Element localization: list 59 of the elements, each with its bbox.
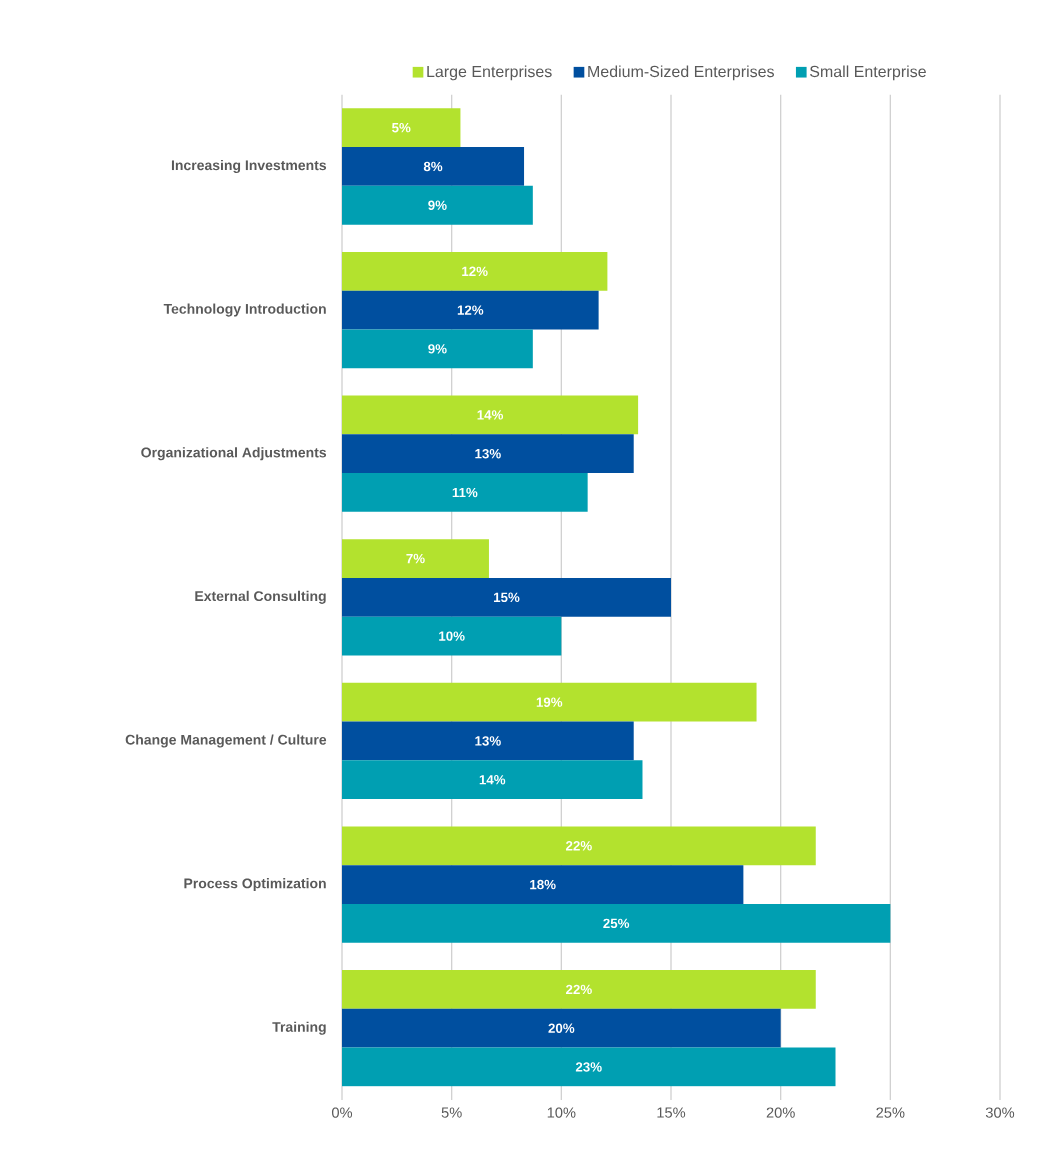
data-label: 20% (548, 1023, 575, 1033)
bar (342, 865, 744, 904)
bar (342, 434, 634, 474)
y-tick-label: Technology Introduction (163, 303, 326, 317)
bar (342, 1008, 781, 1048)
bar (342, 970, 816, 1009)
bar (342, 616, 562, 656)
bar (342, 108, 461, 148)
x-tick-label: 10% (547, 1107, 576, 1118)
y-tick-label: Process Optimization (184, 878, 326, 892)
data-label: 15% (494, 592, 520, 603)
bar (342, 251, 608, 291)
data-label: 5% (392, 122, 411, 133)
data-label: 12% (457, 305, 484, 315)
bar (342, 760, 643, 800)
bar (342, 539, 489, 578)
y-tick-label: External Consulting (195, 590, 326, 604)
y-tick-label: Increasing Investments (171, 159, 327, 174)
bar (342, 329, 533, 369)
bar (342, 721, 634, 761)
data-label: 7% (406, 553, 425, 564)
data-label: 14% (479, 775, 506, 785)
data-label: 19% (536, 697, 563, 707)
data-label: 23% (575, 1062, 602, 1072)
x-tick-label: 5% (441, 1107, 462, 1118)
data-label: 8% (423, 161, 443, 172)
x-tick-label: 30% (985, 1107, 1015, 1118)
x-tick-label: 25% (876, 1107, 905, 1118)
legend-label: Medium-Sized Enterprises (588, 65, 774, 81)
data-label: 12% (462, 266, 488, 277)
bar (342, 577, 671, 617)
data-label: 22% (566, 984, 592, 995)
data-label: 9% (428, 344, 447, 354)
data-label: 22% (566, 841, 592, 851)
x-tick-label: 20% (766, 1107, 795, 1118)
data-label: 10% (439, 631, 465, 641)
data-label: 18% (530, 879, 556, 890)
legend-label: Large Enterprises (427, 65, 552, 81)
bar (342, 290, 599, 330)
bar (342, 147, 525, 186)
data-label: 13% (475, 448, 501, 459)
y-tick-label: Change Management / Culture (125, 734, 327, 748)
y-tick-label: Training (272, 1021, 326, 1035)
data-label: 11% (452, 487, 478, 498)
data-label: 14% (477, 410, 504, 420)
bar (342, 395, 639, 435)
data-label: 25% (603, 918, 630, 929)
bar (342, 903, 891, 943)
x-tick-label: 0% (331, 1107, 353, 1118)
bar (342, 473, 588, 512)
legend-label: Small Enterprise (810, 65, 926, 81)
y-tick-label: Organizational Adjustments (141, 447, 327, 461)
x-tick-label: 15% (657, 1107, 686, 1118)
bar (342, 826, 816, 866)
data-label: 9% (428, 200, 447, 210)
bar (342, 1047, 836, 1087)
data-label: 13% (475, 736, 501, 746)
bar (342, 682, 757, 722)
bar (342, 185, 533, 225)
